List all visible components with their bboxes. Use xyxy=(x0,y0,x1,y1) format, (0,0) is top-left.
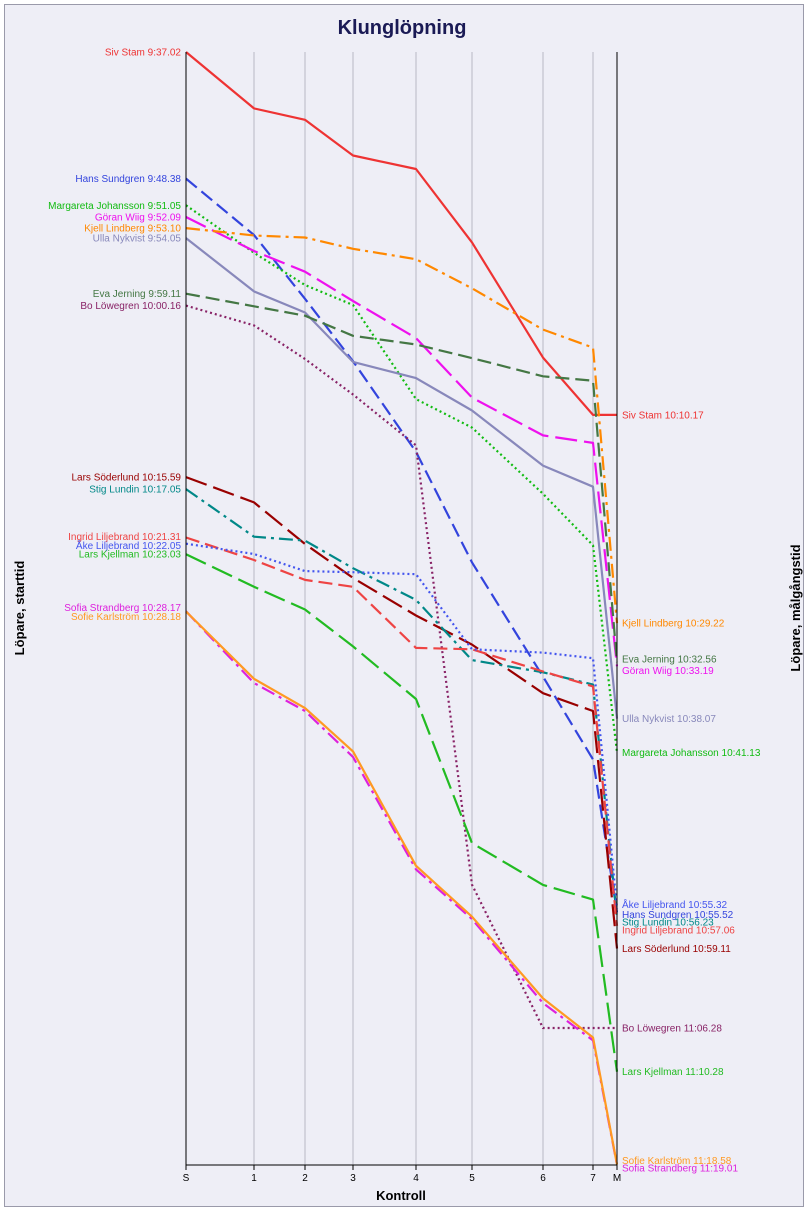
start-label: Göran Wiig 9:52.09 xyxy=(95,212,182,223)
start-label: Lars Söderlund 10:15.59 xyxy=(71,473,181,484)
start-label: Kjell Lindberg 9:53.10 xyxy=(84,224,181,235)
series-line xyxy=(185,216,619,667)
start-label: Margareta Johansson 9:51.05 xyxy=(48,201,181,212)
x-tick-label: 6 xyxy=(540,1173,546,1184)
series-line xyxy=(185,304,617,1030)
series-line xyxy=(185,292,619,663)
series-line xyxy=(185,488,619,919)
end-label: Lars Kjellman 11:10.28 xyxy=(622,1067,724,1078)
x-tick-label: 5 xyxy=(469,1173,475,1184)
start-label: Sofie Karlström 10:28.18 xyxy=(71,612,181,623)
end-label: Siv Stam 10:10.17 xyxy=(622,410,704,421)
series-line xyxy=(185,237,619,719)
x-tick-label: 1 xyxy=(251,1173,257,1184)
start-label: Siv Stam 9:37.02 xyxy=(105,48,182,59)
x-tick-label: 2 xyxy=(302,1173,308,1184)
end-label: Ingrid Liljebrand 10:57.06 xyxy=(622,925,735,936)
x-tick-label: 7 xyxy=(590,1173,596,1184)
y-axis-label-left: Löpare, starttid xyxy=(12,561,27,656)
start-label: Ulla Nykvist 9:54.05 xyxy=(93,234,182,245)
y-axis-label-right: Löpare, målgångstid xyxy=(788,544,803,671)
x-tick-label: M xyxy=(613,1173,621,1184)
series-line xyxy=(185,204,619,753)
end-label: Lars Söderlund 10:59.11 xyxy=(622,944,731,955)
start-label: Bo Löwegren 10:00.16 xyxy=(80,301,181,312)
start-label: Ingrid Liljebrand 10:21.31 xyxy=(68,532,181,543)
x-tick-label: 3 xyxy=(350,1173,356,1184)
end-label: Ulla Nykvist 10:38.07 xyxy=(622,714,716,725)
series-line xyxy=(185,536,619,926)
x-tick-label: 4 xyxy=(413,1173,419,1184)
x-axis-label: Kontroll xyxy=(376,1188,426,1203)
end-label: Åke Liljebrand 10:55.32 xyxy=(622,898,728,911)
end-label: Margareta Johansson 10:41.13 xyxy=(622,748,761,759)
end-label: Sofia Strandberg 11:19.01 xyxy=(622,1164,738,1175)
start-label: Sofia Strandberg 10:28.17 xyxy=(64,603,181,614)
start-label: Åke Liljebrand 10:22.05 xyxy=(76,539,182,552)
end-label: Göran Wiig 10:33.19 xyxy=(622,666,714,677)
runner-labels: Siv Stam 9:37.02 Siv Stam 10:10.17 Hans Su… xyxy=(48,48,761,1175)
end-label: Sofie Karlström 11:18.58 xyxy=(622,1156,732,1167)
end-label: Bo Löwegren 11:06.28 xyxy=(622,1024,722,1035)
series-line xyxy=(185,177,619,913)
series-line xyxy=(185,51,617,416)
chart-title: Klunglöpning xyxy=(338,17,467,39)
series-line xyxy=(185,610,619,1165)
plot-area xyxy=(186,52,617,1165)
start-label: Hans Sundgren 9:48.38 xyxy=(75,174,181,185)
start-label: Lars Kjellman 10:23.03 xyxy=(79,550,182,561)
series-line xyxy=(185,227,619,624)
end-label: Kjell Lindberg 10:29.22 xyxy=(622,619,725,630)
start-label: Stig Lundin 10:17.05 xyxy=(89,485,181,496)
series-line xyxy=(185,542,619,909)
series-line xyxy=(185,553,619,1072)
end-label: Hans Sundgren 10:55.52 xyxy=(622,910,734,921)
x-ticks: S 1 2 3 4 5 6 7 M xyxy=(183,1165,621,1184)
series-line xyxy=(185,610,619,1166)
start-label: Eva Jerning 9:59.11 xyxy=(93,289,182,300)
series-lines xyxy=(185,51,619,1166)
series-line xyxy=(185,476,619,949)
end-label: Stig Lundin 10:56.23 xyxy=(622,917,714,928)
end-label: Eva Jerning 10:32.56 xyxy=(622,655,717,666)
x-tick-label: S xyxy=(183,1173,190,1184)
